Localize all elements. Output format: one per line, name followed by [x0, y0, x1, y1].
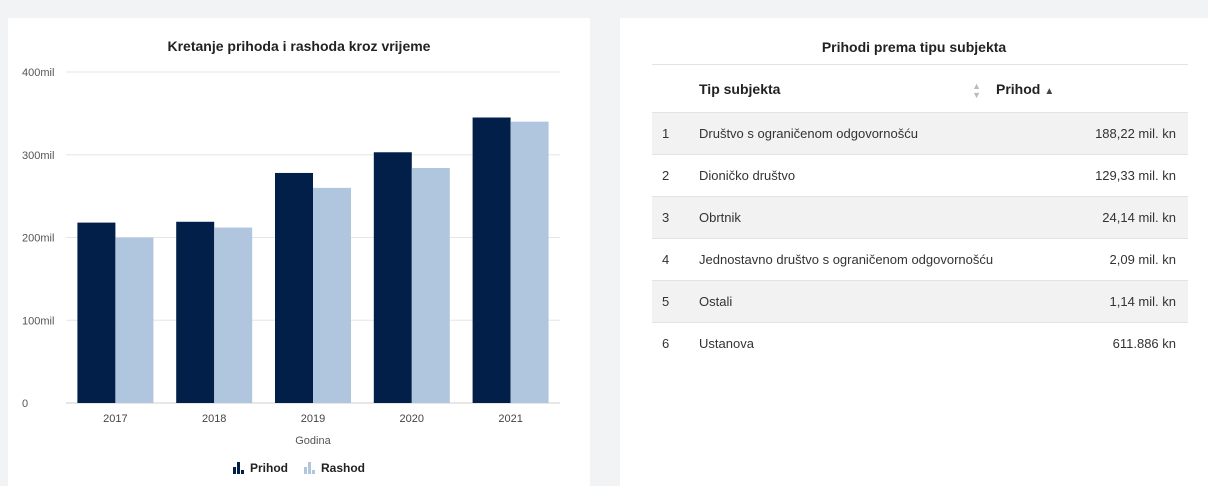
- bar-rashod: [411, 167, 450, 403]
- x-tick-label: 2021: [498, 413, 522, 425]
- row-index: 1: [662, 126, 670, 141]
- bar-chart-icon: [232, 462, 244, 474]
- bar-rashod: [214, 227, 253, 403]
- x-tick-label: 2019: [301, 413, 325, 425]
- legend-item-prihod[interactable]: Prihod: [232, 461, 288, 475]
- x-tick-label: 2017: [103, 413, 127, 425]
- y-tick-label: 200mil: [22, 233, 54, 245]
- bar-prihod: [275, 172, 313, 403]
- x-tick-label: 2020: [400, 413, 424, 425]
- table-row[interactable]: 4 Jednostavno društvo s ograničenom odgo…: [652, 239, 1188, 281]
- y-tick-label: 400mil: [22, 67, 54, 79]
- row-type: Ustanova: [699, 336, 754, 352]
- sort-icon[interactable]: ▲ ▼: [972, 81, 981, 100]
- row-type: Društvo s ograničenom odgovornošću: [699, 126, 918, 141]
- row-value: 24,14 mil. kn: [1102, 210, 1176, 225]
- index-column-header: [652, 65, 699, 113]
- column-header-type[interactable]: Tip subjekta ▲ ▼: [699, 65, 995, 113]
- row-type: Obrtnik: [699, 210, 741, 225]
- legend-item-rashod[interactable]: Rashod: [303, 461, 365, 475]
- column-header-value[interactable]: Prihod ▲︎: [995, 65, 1188, 113]
- chart-panel: Kretanje prihoda i rashoda kroz vrijeme …: [8, 18, 590, 486]
- bar-rashod: [313, 187, 351, 403]
- row-index: 6: [662, 336, 670, 352]
- row-type: Jednostavno društvo s ograničenom odgovo…: [699, 252, 994, 267]
- table-header-row: Tip subjekta ▲ ▼ Prihod ▲︎: [652, 64, 1188, 113]
- chart-title: Kretanje prihoda i rashoda kroz vrijeme: [167, 38, 431, 54]
- row-index: 4: [662, 252, 670, 267]
- row-index: 5: [662, 294, 670, 309]
- table-row[interactable]: 5 Ostali 1,14 mil. kn: [652, 280, 1188, 323]
- table-row[interactable]: 1 Društvo s ograničenom odgovornošću 188…: [652, 112, 1188, 155]
- bar-chart: 0 100mil 200mil 300mil 400mil 2017 2018 2019 202…: [22, 67, 560, 447]
- row-type: Ostali: [699, 294, 733, 309]
- table-row[interactable]: 2 Dioničko društvo 129,33 mil. kn: [652, 155, 1188, 197]
- y-tick-label: 300mil: [22, 150, 54, 162]
- bar-prihod: [472, 117, 511, 403]
- column-header-value-label: Prihod: [996, 80, 1041, 97]
- row-index: 2: [662, 168, 670, 183]
- bar-rashod: [510, 121, 549, 404]
- column-header-type-label: Tip subjekta: [699, 80, 781, 97]
- bar-prihod: [373, 152, 412, 403]
- table-title: Prihodi prema tipu subjekta: [821, 39, 1007, 55]
- table-row[interactable]: 3 Obrtnik 24,14 mil. kn: [652, 196, 1188, 239]
- row-type: Dioničko društvo: [699, 168, 796, 183]
- bar-rashod: [115, 237, 154, 403]
- y-tick-label: 100mil: [22, 315, 54, 327]
- row-value: 2,09 mil. kn: [1109, 252, 1176, 267]
- table-row[interactable]: 6 Ustanova 611.886 kn: [652, 323, 1188, 365]
- bar-prihod: [176, 221, 215, 403]
- legend-label-prihod: Prihod: [249, 461, 288, 475]
- x-axis-title: Godina: [295, 435, 331, 447]
- row-value: 129,33 mil. kn: [1095, 168, 1176, 183]
- revenue-by-entity-table: Tip subjekta ▲ ▼ Prihod ▲︎ 1 Društvo s ogr…: [652, 64, 1188, 365]
- row-value: 1,14 mil. kn: [1109, 294, 1176, 309]
- row-value: 611.886 kn: [1112, 336, 1176, 352]
- row-value: 188,22 mil. kn: [1095, 126, 1176, 141]
- x-tick-label: 2018: [202, 413, 226, 425]
- bar-prihod: [77, 222, 116, 403]
- row-index: 3: [662, 210, 670, 225]
- table-panel: Prihodi prema tipu subjekta Tip subjekta…: [620, 18, 1208, 486]
- bar-chart-icon: [303, 462, 315, 474]
- chart-legend: Prihod Rashod: [8, 461, 590, 475]
- legend-label-rashod: Rashod: [320, 461, 365, 475]
- sort-desc-icon[interactable]: ▲︎: [1044, 85, 1055, 97]
- y-tick-label: 0: [22, 398, 28, 410]
